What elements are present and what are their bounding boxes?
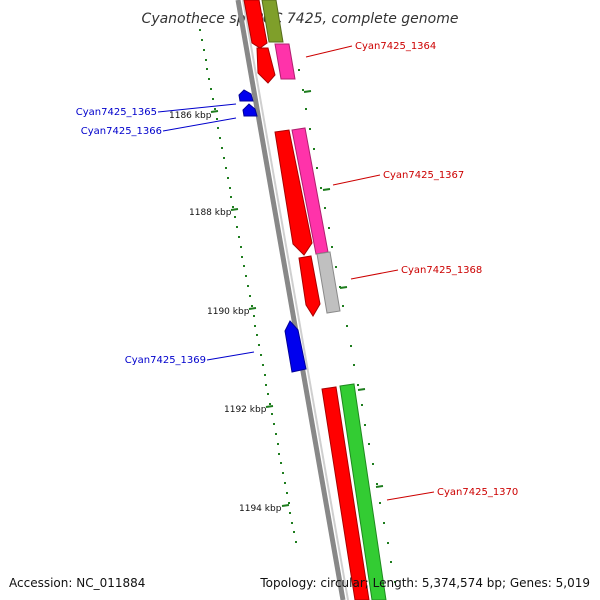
connector-cyan7425-1369 xyxy=(206,351,255,361)
gene-label-cyan7425-1368[interactable]: Cyan7425_1368 xyxy=(401,265,482,276)
gene-cyan7425-1368-red[interactable] xyxy=(298,255,321,317)
connector-cyan7425-1368 xyxy=(350,269,399,280)
gene-label-cyan7425-1370[interactable]: Cyan7425_1370 xyxy=(437,487,518,498)
scale-tick-major xyxy=(265,405,274,408)
genome-title: Cyanothece sp. PCC 7425, complete genome xyxy=(142,11,459,27)
gene-label-cyan7425-1369[interactable]: Cyan7425_1369 xyxy=(125,355,206,366)
accession-text: Accession: NC_011884 xyxy=(9,576,146,590)
gene-labels: Cyan7425_1364 Cyan7425_1365 Cyan7425_136… xyxy=(76,41,519,498)
scale-tick-major xyxy=(248,307,257,310)
kbp-label-1192: 1192 kbp xyxy=(224,405,267,415)
scale-tick-major xyxy=(210,110,219,113)
kbp-label-1190: 1190 kbp xyxy=(207,307,250,317)
scale-tick-major xyxy=(322,188,331,191)
gene-cyan7425-1364-pink[interactable] xyxy=(274,43,296,80)
scale-tick-major xyxy=(375,485,384,488)
gene-cyan7425-1364-red[interactable] xyxy=(256,47,276,84)
scale-ticks xyxy=(199,29,396,583)
scale-tick-major xyxy=(230,208,239,211)
gene-cyan7425-1365[interactable] xyxy=(238,89,254,102)
connector-cyan7425-1364 xyxy=(305,45,353,58)
gene-cyan7425-1366[interactable] xyxy=(242,103,258,117)
gene-cyan7425-1368-grey[interactable] xyxy=(316,251,341,314)
connector-cyan7425-1370 xyxy=(386,491,435,501)
gene-cyan7425-1369[interactable] xyxy=(284,320,307,373)
scale-tick-major xyxy=(281,504,290,507)
kbp-label-1188: 1188 kbp xyxy=(189,208,232,218)
gene-features xyxy=(238,0,387,600)
connector-cyan7425-1365 xyxy=(157,103,237,113)
kbp-label-1186: 1186 kbp xyxy=(169,111,212,121)
kbp-label-1194: 1194 kbp xyxy=(239,504,282,514)
gene-label-cyan7425-1364[interactable]: Cyan7425_1364 xyxy=(355,41,436,52)
connector-cyan7425-1366 xyxy=(162,117,237,132)
gene-cyan7425-1367-red[interactable] xyxy=(274,129,313,256)
topology-summary-text: Topology: circular; Length: 5,374,574 bp… xyxy=(260,576,590,590)
scale-tick-major xyxy=(357,388,366,391)
kbp-labels: 1186 kbp 1188 kbp 1190 kbp 1192 kbp 1194… xyxy=(169,111,282,514)
gene-top-red[interactable] xyxy=(243,0,268,49)
gene-label-cyan7425-1367[interactable]: Cyan7425_1367 xyxy=(383,170,464,181)
gene-label-cyan7425-1366[interactable]: Cyan7425_1366 xyxy=(81,126,162,137)
gene-cyan7425-1370-green[interactable] xyxy=(339,383,387,600)
label-connectors xyxy=(157,45,435,501)
gene-top-olive[interactable] xyxy=(261,0,284,43)
scale-tick-major xyxy=(339,286,348,289)
connector-cyan7425-1367 xyxy=(332,174,381,186)
genome-backbone xyxy=(235,0,349,600)
gene-label-cyan7425-1365[interactable]: Cyan7425_1365 xyxy=(76,107,157,118)
scale-tick-major xyxy=(303,90,312,93)
gene-cyan7425-1370-red[interactable] xyxy=(321,386,370,600)
